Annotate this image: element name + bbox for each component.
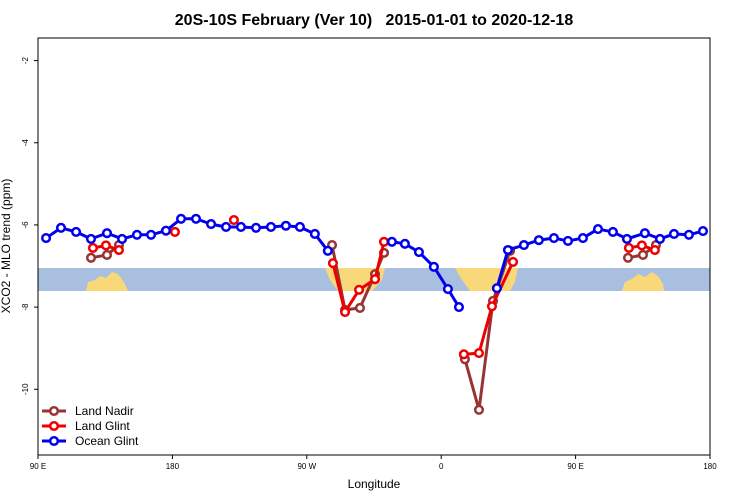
series: [87, 214, 660, 360]
y-tick-label: -10: [21, 383, 30, 395]
plot-frame: [37, 37, 711, 456]
x-tick-label: 90 W: [297, 462, 316, 471]
data-point: [309, 228, 320, 240]
data-point: [101, 228, 113, 239]
data-point: [621, 233, 633, 244]
data-point: [71, 226, 82, 237]
legend-label: Land Nadir: [75, 404, 134, 418]
data-point: [339, 306, 351, 318]
data-point: [502, 244, 514, 256]
legend-label: Land Glint: [75, 419, 130, 433]
data-point: [533, 235, 544, 246]
data-point: [190, 213, 202, 224]
data-point: [235, 221, 246, 233]
series: [41, 213, 709, 313]
x-tick-label: 90 E: [30, 462, 46, 471]
y-tick-label: -4: [21, 139, 30, 147]
y-axis-label: XCO2 - MLO trend (ppm): [0, 179, 13, 314]
series-line: [45, 217, 704, 308]
data-point: [473, 348, 485, 359]
data-point: [145, 229, 157, 240]
data-point: [386, 236, 397, 247]
data-point: [548, 233, 559, 244]
data-point: [354, 284, 365, 295]
y-tick-label: -2: [21, 56, 30, 64]
data-point: [378, 236, 390, 247]
data-point: [442, 283, 453, 295]
data-point: [683, 229, 694, 240]
data-point: [491, 283, 502, 294]
data-point: [85, 233, 97, 244]
data-point: [577, 233, 588, 244]
data-point: [228, 214, 239, 226]
data-point: [176, 213, 187, 224]
legend-marker: [48, 405, 60, 417]
data-point: [668, 228, 680, 240]
legend-marker: [48, 435, 60, 447]
chart-title: 20S-10S February (Ver 10) 2015-01-01 to …: [175, 12, 574, 29]
data-point: [169, 226, 180, 237]
x-tick-label: 0: [439, 462, 444, 471]
land-patch: [86, 272, 128, 291]
data-point: [294, 221, 305, 233]
data-point: [428, 261, 439, 272]
data-point: [654, 233, 666, 244]
data-point: [453, 302, 465, 313]
data-point: [131, 229, 143, 240]
data-point: [206, 219, 217, 230]
data-point: [592, 223, 604, 235]
data-point: [607, 226, 618, 237]
data-point: [117, 233, 128, 244]
data-point: [473, 404, 485, 415]
x-tick-label: 90 E: [567, 462, 583, 471]
data-point: [649, 244, 660, 256]
data-point: [369, 274, 381, 285]
x-axis-label: Longitude: [348, 477, 401, 491]
data-point: [265, 221, 277, 233]
legend-label: Ocean Glint: [75, 434, 139, 448]
data-point: [327, 258, 338, 269]
data-point: [85, 252, 97, 263]
land-patch: [622, 272, 664, 291]
data-point: [280, 220, 291, 231]
data-point: [87, 242, 99, 253]
data-point: [697, 226, 709, 237]
data-point: [636, 240, 647, 251]
data-point: [322, 245, 333, 256]
data-point: [518, 240, 529, 251]
data-point: [113, 244, 124, 256]
data-point: [250, 222, 262, 233]
data-point: [458, 349, 469, 360]
data-point: [100, 240, 111, 251]
data-point: [101, 249, 113, 260]
data-point: [486, 301, 498, 312]
data-point: [160, 225, 172, 236]
y-tick-label: -6: [21, 221, 30, 229]
data-point: [639, 228, 650, 239]
data-point: [507, 256, 519, 267]
data-point: [623, 242, 634, 253]
data-point: [354, 302, 366, 313]
data-point: [55, 222, 67, 233]
data-point: [562, 235, 574, 247]
data-point: [622, 252, 634, 263]
x-tick-label: 180: [166, 462, 180, 471]
data-point: [637, 249, 648, 260]
data-point: [41, 233, 52, 244]
y-tick-label: -8: [21, 303, 30, 311]
data-point: [399, 238, 410, 249]
data-point: [220, 221, 232, 233]
series: [85, 240, 661, 415]
legend-marker: [48, 420, 60, 432]
x-tick-label: 180: [703, 462, 717, 471]
data-point: [413, 246, 424, 258]
series-line: [92, 241, 656, 356]
